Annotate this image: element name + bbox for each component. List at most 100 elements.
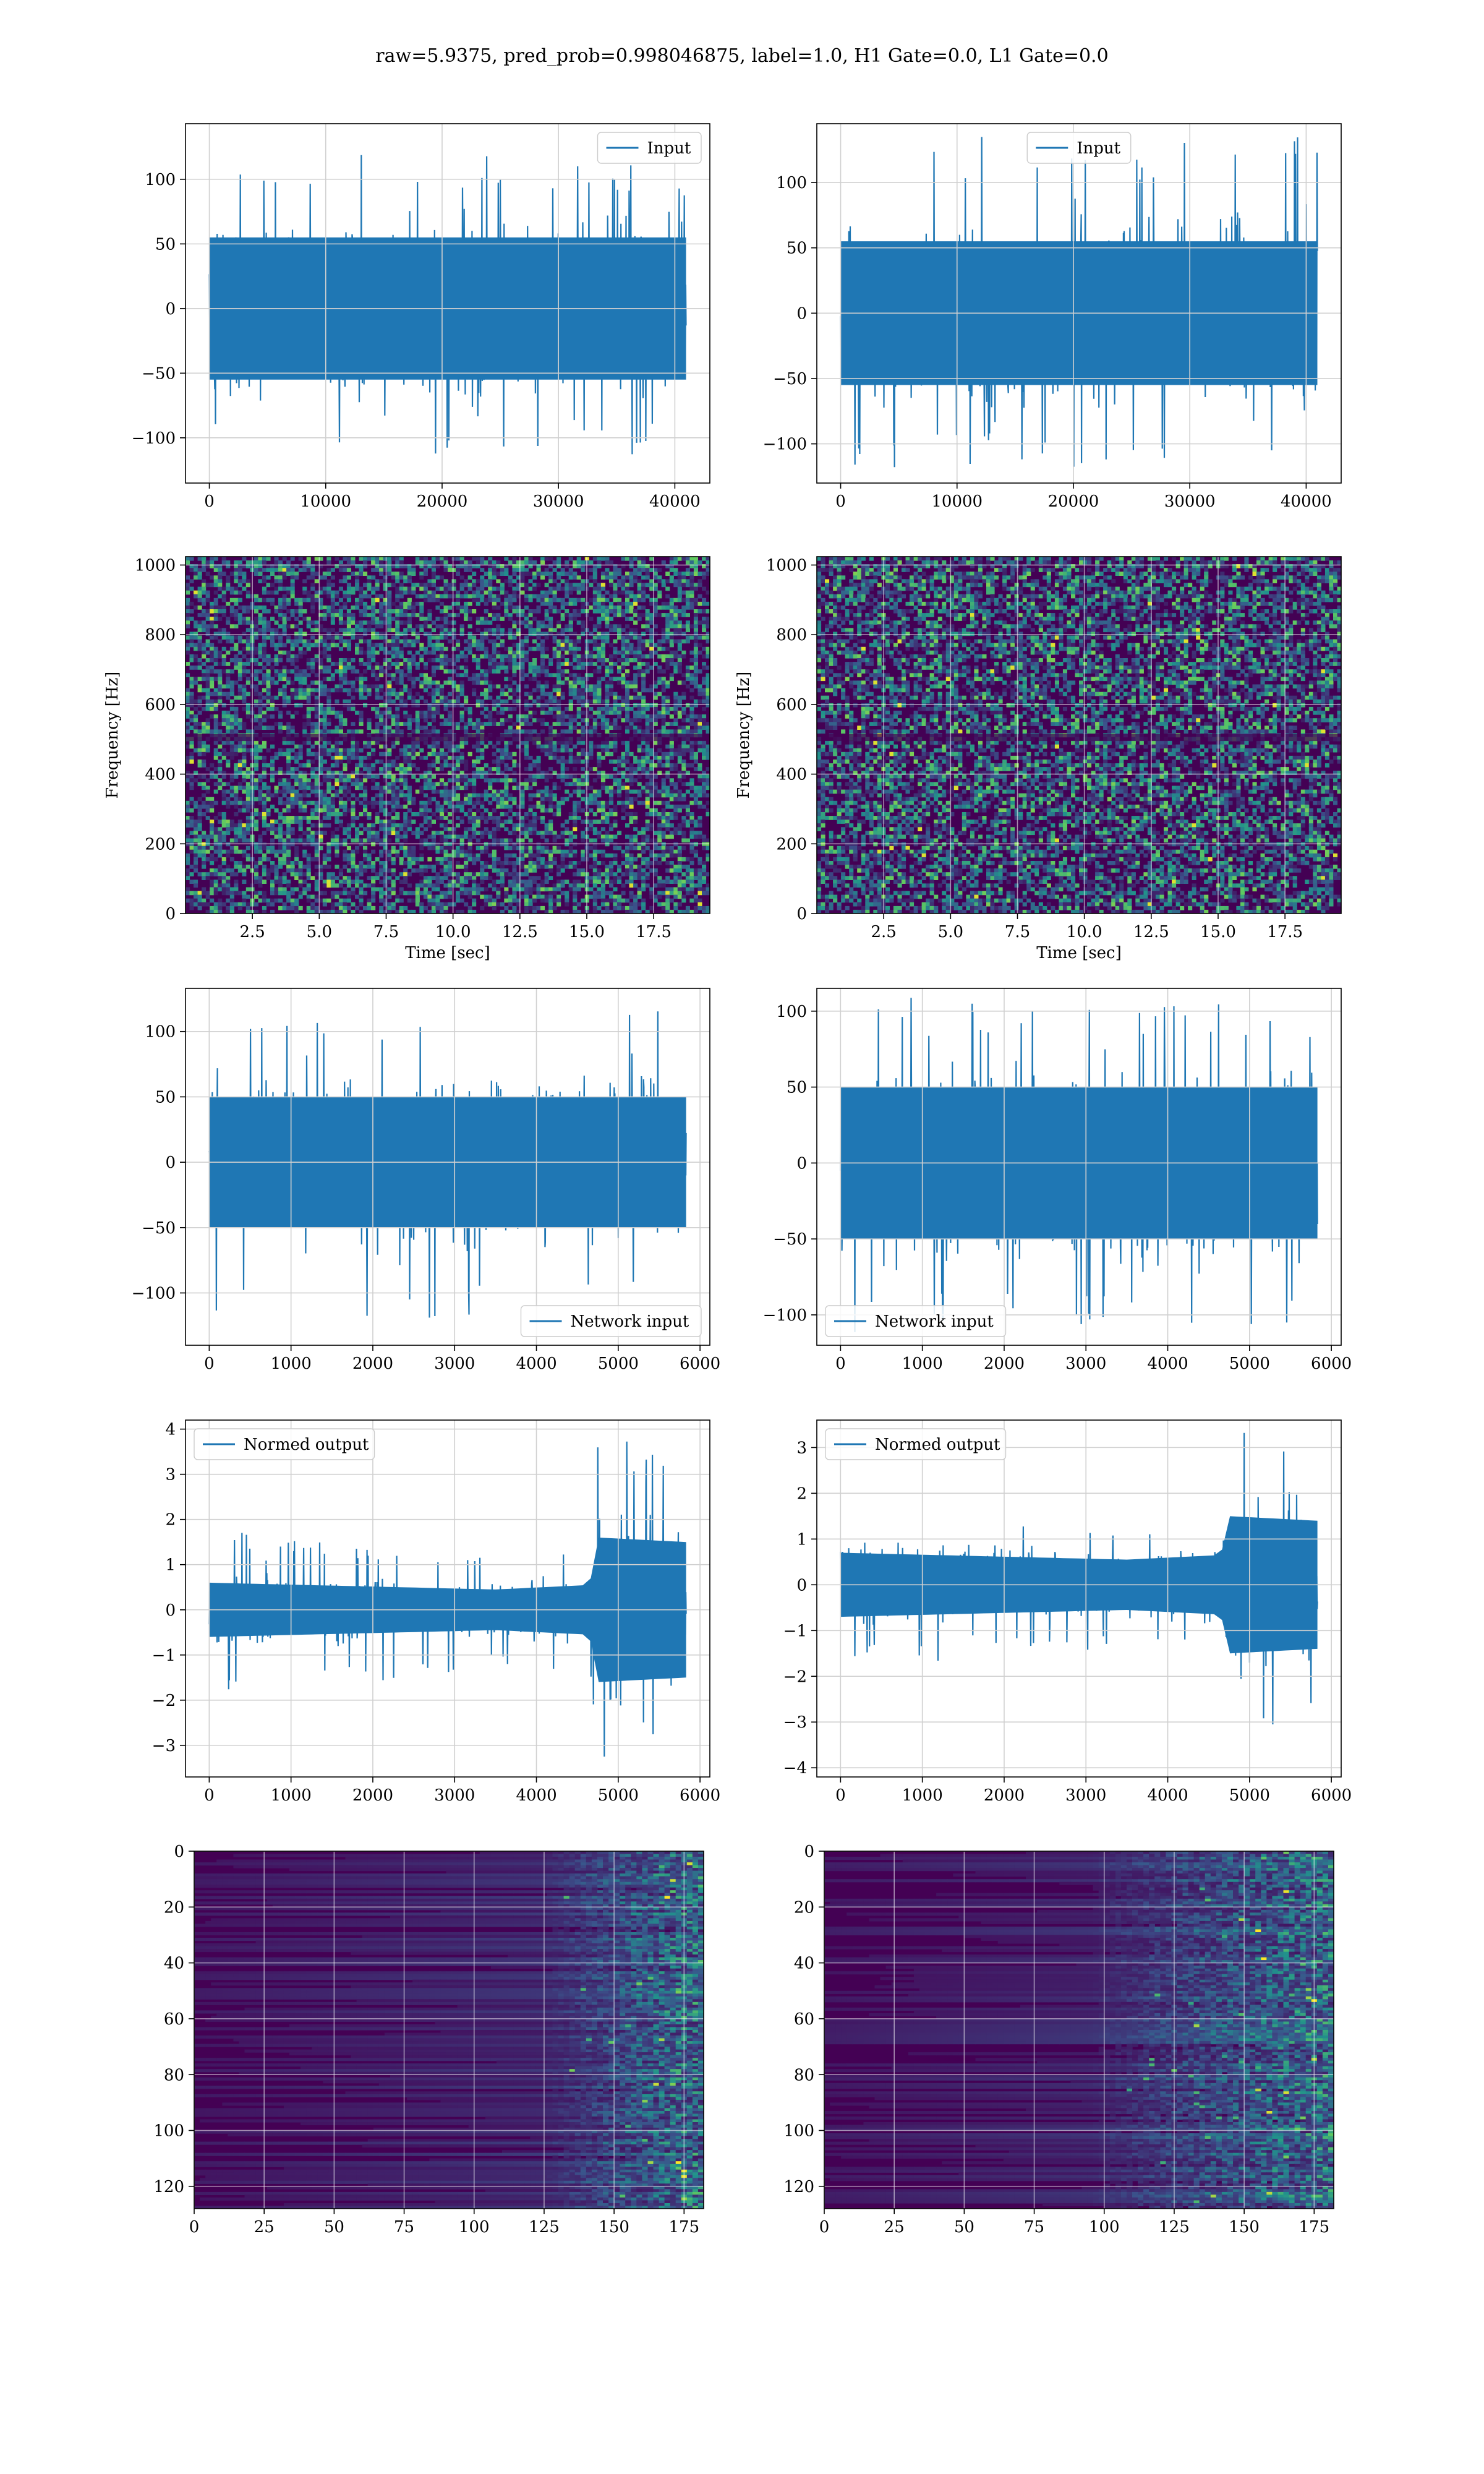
- heatmap-cell: [186, 617, 190, 621]
- heatmap-cell: [411, 662, 416, 666]
- heatmap-cell: [270, 706, 275, 711]
- heatmap-cell: [387, 729, 392, 734]
- heatmap-cell: [322, 628, 327, 633]
- heatmap-cell: [221, 691, 226, 696]
- heatmap-cell: [415, 812, 420, 816]
- heatmap-cell: [387, 658, 392, 662]
- heatmap-cell: [395, 714, 400, 719]
- heatmap-cell: [229, 849, 234, 854]
- heatmap-cell: [245, 594, 250, 599]
- heatmap-cell: [399, 631, 404, 636]
- heatmap-cell: [492, 797, 497, 802]
- heatmap-cell: [343, 748, 348, 753]
- heatmap-cell: [363, 669, 368, 674]
- heatmap-cell: [443, 909, 448, 914]
- heatmap-cell: [375, 586, 380, 591]
- heatmap-cell: [524, 722, 529, 726]
- heatmap-cell: [314, 620, 319, 625]
- heatmap-cell: [258, 812, 263, 816]
- heatmap-cell: [274, 706, 279, 711]
- heatmap-cell: [290, 643, 295, 648]
- heatmap-cell: [532, 669, 537, 674]
- heatmap-cell: [338, 800, 343, 805]
- heatmap-cell: [484, 714, 488, 719]
- heatmap-cell: [536, 688, 541, 693]
- heatmap-cell: [326, 751, 331, 756]
- heatmap-cell: [338, 568, 343, 572]
- heatmap-cell: [443, 620, 448, 625]
- heatmap-cell: [456, 909, 461, 914]
- heatmap-cell: [443, 751, 448, 756]
- heatmap-cell: [359, 785, 364, 790]
- heatmap-cell: [419, 571, 424, 576]
- heatmap-cell: [359, 639, 364, 644]
- heatmap-cell: [226, 583, 231, 588]
- heatmap-cell: [197, 905, 202, 910]
- heatmap-cell: [528, 703, 533, 708]
- heatmap-cell: [399, 861, 404, 865]
- heatmap-cell: [492, 820, 497, 824]
- heatmap-cell: [379, 751, 384, 756]
- heatmap-cell: [500, 771, 505, 775]
- heatmap-cell: [326, 586, 331, 591]
- heatmap-cell: [467, 751, 472, 756]
- heatmap-cell: [298, 680, 303, 685]
- heatmap-cell: [355, 838, 360, 843]
- heatmap-cell: [205, 594, 210, 599]
- heatmap-cell: [399, 677, 404, 682]
- heatmap-cell: [242, 617, 247, 621]
- heatmap-cell: [516, 560, 521, 565]
- heatmap-cell: [318, 865, 323, 869]
- heatmap-cell: [330, 905, 335, 910]
- heatmap-cell: [371, 617, 376, 621]
- heatmap-cell: [488, 740, 493, 745]
- heatmap-cell: [536, 883, 541, 888]
- heatmap-cell: [375, 722, 380, 726]
- heatmap-cell: [254, 617, 258, 621]
- heatmap-cell: [403, 782, 408, 787]
- heatmap-cell: [326, 635, 331, 640]
- heatmap-cell: [520, 590, 525, 595]
- heatmap-cell: [423, 620, 428, 625]
- heatmap-cell: [338, 774, 343, 779]
- heatmap-cell: [242, 586, 247, 591]
- heatmap-cell: [294, 654, 299, 659]
- heatmap-cell: [395, 609, 400, 614]
- heatmap-cell: [431, 560, 436, 565]
- heatmap-cell: [282, 677, 287, 682]
- heatmap-cell: [363, 785, 368, 790]
- heatmap-cell: [375, 568, 380, 572]
- heatmap-cell: [500, 812, 505, 816]
- heatmap-cell: [338, 669, 343, 674]
- heatmap-cell: [205, 797, 210, 802]
- heatmap-cell: [351, 658, 356, 662]
- heatmap-cell: [266, 763, 271, 768]
- heatmap-cell: [298, 677, 303, 682]
- heatmap-cell: [375, 838, 380, 843]
- heatmap-cell: [524, 583, 529, 588]
- heatmap-cell: [443, 557, 448, 561]
- heatmap-cell: [536, 831, 541, 836]
- heatmap-cell: [387, 771, 392, 775]
- heatmap-cell: [197, 635, 202, 640]
- heatmap-cell: [294, 635, 299, 640]
- heatmap-cell: [488, 714, 493, 719]
- heatmap-cell: [536, 564, 541, 568]
- heatmap-cell: [245, 680, 250, 685]
- heatmap-cell: [286, 695, 291, 700]
- heatmap-cell: [508, 650, 513, 655]
- heatmap-cell: [351, 740, 356, 745]
- heatmap-cell: [229, 748, 234, 753]
- heatmap-cell: [524, 816, 529, 820]
- heatmap-cell: [282, 861, 287, 865]
- heatmap-cell: [338, 797, 343, 802]
- heatmap-cell: [322, 654, 327, 659]
- heatmap-cell: [258, 568, 263, 572]
- heatmap-cell: [524, 673, 529, 677]
- heatmap-cell: [475, 820, 480, 824]
- heatmap-cell: [419, 624, 424, 628]
- heatmap-cell: [464, 606, 469, 610]
- heatmap-cell: [375, 583, 380, 588]
- heatmap-cell: [346, 905, 351, 910]
- heatmap-cell: [427, 722, 432, 726]
